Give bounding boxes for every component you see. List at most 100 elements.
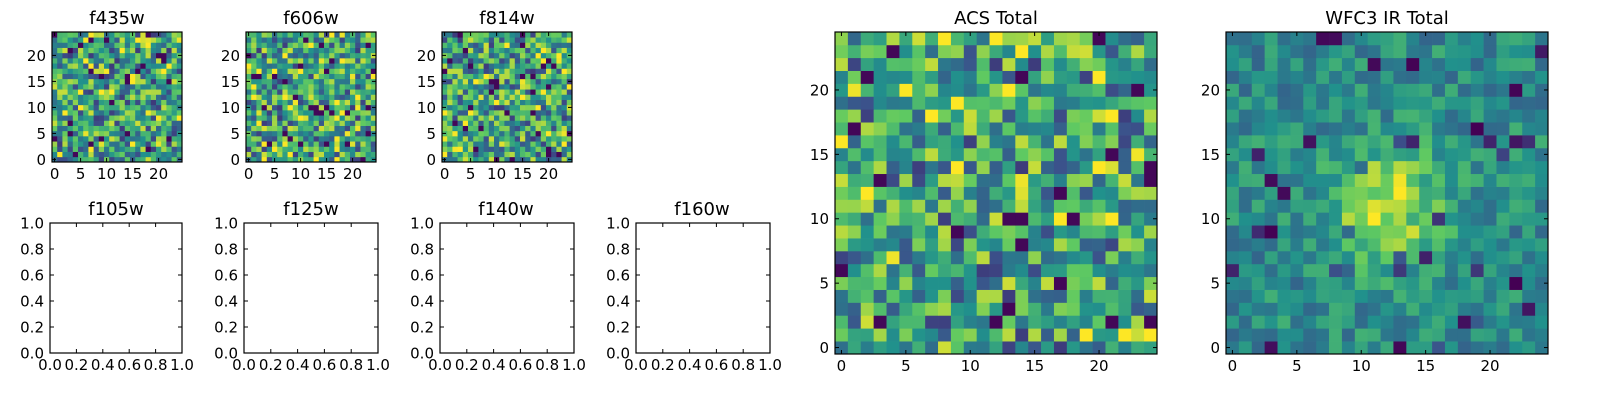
- heatmap-cell: [989, 70, 1003, 84]
- heatmap-cell: [1264, 160, 1278, 175]
- heatmap-cell: [135, 84, 141, 90]
- heatmap-cell: [1354, 44, 1369, 59]
- heatmap-cell: [963, 276, 978, 290]
- heatmap-cell: [1535, 225, 1549, 239]
- heatmap-cell: [1118, 135, 1132, 149]
- heatmap-cell: [1290, 199, 1304, 213]
- heatmap-cell: [104, 73, 110, 80]
- heatmap-cell: [1470, 263, 1484, 278]
- heatmap-cell: [925, 315, 939, 329]
- heatmap-cell: [1303, 173, 1317, 187]
- heatmap-cell: [1015, 122, 1029, 136]
- heatmap-cell: [251, 115, 257, 121]
- heatmap-cell: [93, 78, 100, 85]
- heatmap-cell: [509, 120, 516, 126]
- heatmap-cell: [860, 328, 874, 342]
- heatmap-cell: [1238, 96, 1253, 110]
- heatmap-cell: [1002, 315, 1016, 329]
- heatmap-cell: [298, 125, 304, 132]
- heatmap-cell: [551, 104, 557, 111]
- heatmap-cell: [1277, 83, 1291, 97]
- heatmap-cell: [119, 141, 126, 147]
- heatmap-cell: [1079, 199, 1093, 213]
- heatmap-cell: [1354, 135, 1369, 149]
- heatmap-cell: [1470, 147, 1484, 162]
- heatmap-cell: [886, 83, 900, 97]
- heatmap-cell: [52, 125, 58, 132]
- panel-title: f140w: [478, 199, 533, 220]
- heatmap-cell: [452, 47, 458, 54]
- heatmap-cell: [551, 47, 557, 54]
- heatmap-cell: [1393, 199, 1407, 213]
- heatmap-cell: [130, 110, 136, 116]
- heatmap-cell: [546, 130, 552, 137]
- heatmap-cell: [462, 63, 469, 69]
- heatmap-cell: [989, 32, 1003, 46]
- heatmap-cell: [1354, 160, 1369, 175]
- y-tick-label: 0.6: [606, 266, 630, 284]
- heatmap-cell: [938, 44, 952, 59]
- heatmap-cell: [1290, 147, 1304, 162]
- heatmap-cell: [166, 104, 172, 111]
- heatmap-cell: [282, 136, 288, 142]
- heatmap-cell: [176, 84, 183, 90]
- axes-frame: [1225, 31, 1549, 355]
- panel-title: f435w: [89, 8, 144, 29]
- heatmap-cell: [989, 212, 1003, 226]
- heatmap-cell: [1380, 44, 1394, 59]
- heatmap-cell: [950, 315, 965, 329]
- heatmap-cell: [98, 32, 105, 38]
- heatmap-cell: [483, 78, 490, 85]
- heatmap-cell: [938, 199, 952, 213]
- heatmap-cell: [520, 141, 526, 147]
- heatmap-cell: [899, 70, 913, 84]
- heatmap-cell: [277, 125, 283, 132]
- heatmap-cell: [556, 47, 562, 54]
- heatmap-cell: [1329, 250, 1343, 265]
- heatmap-cell: [1393, 32, 1407, 46]
- heatmap-cell: [1393, 96, 1407, 110]
- heatmap-cell: [1483, 302, 1497, 316]
- heatmap-cell: [256, 104, 262, 111]
- heatmap-cell: [1277, 289, 1291, 303]
- heatmap-cell: [1105, 109, 1119, 123]
- heatmap-cell: [360, 104, 366, 111]
- heatmap-cell: [360, 110, 366, 116]
- heatmap-cell: [483, 115, 490, 121]
- heatmap-cell: [1041, 263, 1055, 278]
- heatmap-cell: [124, 156, 131, 163]
- heatmap-cell: [912, 199, 926, 213]
- heatmap-cell: [62, 141, 68, 147]
- heatmap-cell: [1316, 302, 1330, 316]
- heatmap-cell: [130, 141, 136, 147]
- heatmap-cell: [109, 84, 115, 90]
- heatmap-cell: [1041, 199, 1055, 213]
- heatmap-cell: [1066, 32, 1081, 46]
- heatmap-cell: [989, 109, 1003, 123]
- heatmap-cell: [1522, 186, 1536, 200]
- heatmap-cell: [83, 84, 89, 90]
- heatmap-cell: [166, 99, 172, 106]
- heatmap-cell: [150, 151, 157, 158]
- heatmap-cell: [344, 141, 351, 147]
- heatmap-cell: [308, 146, 314, 152]
- heatmap-cell: [1354, 109, 1369, 123]
- heatmap-cell: [1457, 135, 1472, 149]
- heatmap-cell: [835, 328, 849, 342]
- heatmap-cell: [525, 37, 531, 43]
- heatmap-cell: [1041, 70, 1055, 84]
- x-tick-label: 0: [440, 165, 450, 183]
- y-tick-label: 5: [230, 125, 240, 143]
- heatmap-cell: [150, 32, 157, 38]
- heatmap-cell: [494, 115, 500, 121]
- heatmap-cell: [287, 32, 294, 38]
- heatmap-cell: [360, 42, 366, 48]
- heatmap-cell: [899, 109, 913, 123]
- heatmap-cell: [98, 141, 105, 147]
- heatmap-cell: [156, 141, 162, 147]
- heatmap-cell: [318, 151, 325, 158]
- heatmap-cell: [1419, 212, 1433, 226]
- heatmap-cell: [886, 250, 900, 265]
- heatmap-cell: [1264, 186, 1278, 200]
- heatmap-cell: [1028, 250, 1042, 265]
